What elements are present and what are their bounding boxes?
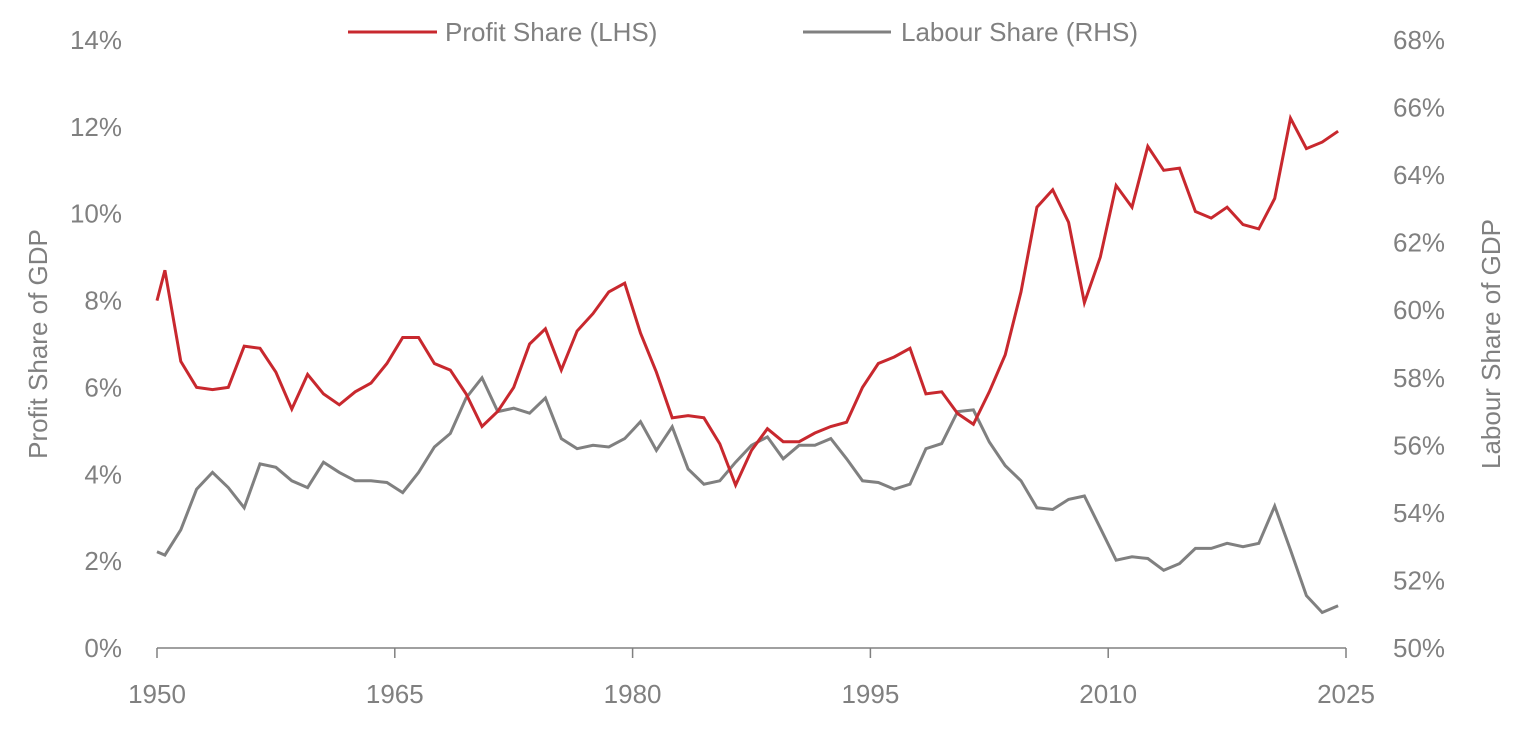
y-left-tick-label: 8%: [84, 286, 122, 316]
y-left-tick-label: 10%: [70, 199, 122, 229]
y-right-tick-label: 52%: [1393, 565, 1445, 595]
x-tick-label: 2010: [1079, 679, 1137, 709]
y-left-tick-label: 6%: [84, 372, 122, 402]
legend-label-profit: Profit Share (LHS): [445, 17, 657, 47]
y-axis-left-title: Profit Share of GDP: [23, 229, 53, 459]
x-tick-label: 2025: [1317, 679, 1375, 709]
y-left-tick-label: 14%: [70, 25, 122, 55]
y-right-tick-label: 58%: [1393, 363, 1445, 393]
x-tick-label: 1950: [128, 679, 186, 709]
y-right-tick-label: 62%: [1393, 228, 1445, 258]
labour-share-line: [157, 378, 1338, 613]
legend-label-labour: Labour Share (RHS): [901, 17, 1138, 47]
x-tick-label: 1980: [604, 679, 662, 709]
x-tick-label: 1995: [841, 679, 899, 709]
y-right-tick-label: 66%: [1393, 93, 1445, 123]
y-left-tick-label: 2%: [84, 546, 122, 576]
y-right-tick-label: 60%: [1393, 295, 1445, 325]
y-right-tick-label: 50%: [1393, 633, 1445, 663]
y-right-tick-label: 68%: [1393, 25, 1445, 55]
y-axis-right-title: Labour Share of GDP: [1476, 219, 1506, 469]
y-left-tick-label: 0%: [84, 633, 122, 663]
y-right-tick-label: 54%: [1393, 498, 1445, 528]
y-right-tick-label: 56%: [1393, 430, 1445, 460]
y-right-tick-label: 64%: [1393, 160, 1445, 190]
y-left-tick-label: 12%: [70, 112, 122, 142]
legend: Profit Share (LHS) Labour Share (RHS): [348, 17, 1138, 47]
y-left-tick-label: 4%: [84, 459, 122, 489]
x-tick-label: 1965: [366, 679, 424, 709]
profit-share-line: [157, 118, 1338, 485]
